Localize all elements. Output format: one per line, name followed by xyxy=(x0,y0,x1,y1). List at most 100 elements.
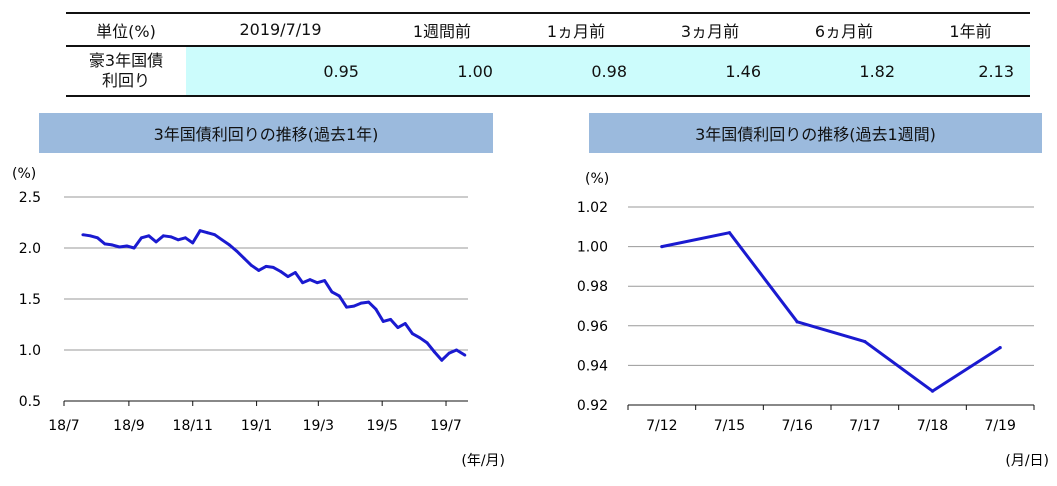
yield-chart-1w: 0.92 0.94 0.96 0.98 1.00 1.02 7/12 7/15 7/16 7/17… xyxy=(577,171,1049,469)
column-header: 1週間前 xyxy=(374,12,509,47)
table-cell-value: 0.98 xyxy=(508,46,643,97)
y-tick-label: 1.02 xyxy=(577,200,608,216)
column-header: 3ヵ月前 xyxy=(643,12,778,47)
data-point xyxy=(140,236,143,240)
data-point xyxy=(271,265,275,269)
data-point xyxy=(374,307,378,311)
series-line-1w xyxy=(661,231,1002,393)
series-line-1y xyxy=(82,229,466,362)
x-tick-label: 7/19 xyxy=(984,418,1015,434)
data-point xyxy=(169,235,173,239)
y-tick-label: 0.98 xyxy=(577,279,608,295)
data-point xyxy=(227,243,231,247)
data-point xyxy=(337,294,341,298)
data-point xyxy=(184,236,187,240)
data-point xyxy=(213,233,217,237)
data-point xyxy=(293,271,297,274)
y-axis-unit: (%) xyxy=(585,171,609,187)
x-tick-label: 19/7 xyxy=(430,418,461,434)
x-tick-label: 18/9 xyxy=(113,418,144,434)
x-tick-label: 7/18 xyxy=(917,418,948,434)
column-header: 1年前 xyxy=(911,12,1030,47)
data-point xyxy=(198,229,202,233)
y-tick-label: 0.96 xyxy=(577,319,608,335)
table-header-row: 単位(%) 2019/7/19 1週間前 1ヵ月前 3ヵ月前 6ヵ月前 1年前 xyxy=(66,12,1030,47)
data-point xyxy=(235,249,239,253)
data-point xyxy=(352,304,356,308)
data-point xyxy=(286,275,290,278)
data-point xyxy=(455,348,458,352)
data-point xyxy=(162,234,165,238)
data-point xyxy=(147,234,151,238)
x-tick-label: 19/3 xyxy=(303,418,334,434)
column-header: 2019/7/19 xyxy=(186,12,375,47)
data-point xyxy=(132,246,136,250)
chart-title-1w: 3年国債利回りの推移(過去1週間) xyxy=(589,113,1042,153)
data-point xyxy=(176,238,180,242)
data-point xyxy=(330,290,334,294)
data-point xyxy=(425,341,429,345)
column-header: 6ヵ月前 xyxy=(777,12,912,47)
data-point xyxy=(308,278,312,282)
y-axis-unit: (%) xyxy=(12,166,36,182)
data-point xyxy=(249,263,253,267)
y-tick-label: 1.5 xyxy=(19,292,41,308)
data-point xyxy=(118,245,121,249)
yield-summary-table: 単位(%) 2019/7/19 1週間前 1ヵ月前 3ヵ月前 6ヵ月前 1年前 … xyxy=(66,12,1030,97)
data-point xyxy=(154,240,158,244)
data-point xyxy=(96,236,99,240)
data-point xyxy=(103,242,107,246)
y-tick-label: 2.5 xyxy=(19,190,41,206)
x-axis-unit: (年/月) xyxy=(461,453,505,469)
table-cell-value: 2.13 xyxy=(911,46,1030,97)
data-point xyxy=(447,351,451,355)
x-tick-label: 19/5 xyxy=(366,418,397,434)
row-label-line: 利回り xyxy=(101,71,150,90)
data-point xyxy=(301,281,305,285)
chart-title-1y: 3年国債利回りの推移(過去1年) xyxy=(39,113,493,153)
data-point xyxy=(930,389,935,393)
data-point xyxy=(381,320,385,323)
x-tick-label: 7/16 xyxy=(781,418,813,434)
yield-chart-1y: 0.5 1.0 1.5 2.0 2.5 18/7 18/9 18/11 19/1 19/3 19/5… xyxy=(12,166,505,469)
y-tick-label: 0.5 xyxy=(19,394,41,410)
table-cell-value: 1.82 xyxy=(777,46,912,97)
x-tick-label: 7/17 xyxy=(849,418,880,434)
data-point xyxy=(418,336,422,340)
data-point xyxy=(367,300,370,304)
table-row: 豪3年国債 利回り 0.95 1.00 0.98 1.46 1.82 2.13 xyxy=(66,46,1030,97)
data-point xyxy=(998,345,1002,350)
data-point xyxy=(795,320,799,324)
data-point xyxy=(88,234,92,238)
data-point xyxy=(257,269,261,272)
data-point xyxy=(220,238,224,242)
x-tick-label: 7/15 xyxy=(714,418,745,434)
table-cell-value: 1.00 xyxy=(374,46,509,97)
table-cell-value: 0.95 xyxy=(186,46,375,97)
x-axis-unit: (月/日) xyxy=(1005,453,1049,469)
data-point xyxy=(279,270,283,273)
data-point xyxy=(863,340,867,344)
data-point xyxy=(81,233,85,237)
data-point xyxy=(411,332,414,336)
data-point xyxy=(403,322,407,325)
data-point xyxy=(125,244,129,248)
data-point xyxy=(440,358,444,362)
data-point xyxy=(242,256,246,260)
data-point xyxy=(264,264,268,268)
y-tick-label: 0.94 xyxy=(577,358,608,374)
data-point xyxy=(191,241,195,245)
data-point xyxy=(660,245,664,249)
data-point xyxy=(205,231,209,235)
data-point xyxy=(389,318,392,321)
data-point xyxy=(359,301,363,305)
data-point xyxy=(110,243,114,247)
x-tick-label: 18/7 xyxy=(48,418,79,434)
data-point xyxy=(396,326,400,329)
y-tick-label: 1.00 xyxy=(577,240,608,256)
row-label: 豪3年国債 利回り xyxy=(66,46,186,97)
row-label-line: 豪3年国債 xyxy=(88,51,164,70)
data-point xyxy=(727,231,732,235)
x-tick-label: 19/1 xyxy=(241,418,272,434)
data-point xyxy=(323,279,327,283)
